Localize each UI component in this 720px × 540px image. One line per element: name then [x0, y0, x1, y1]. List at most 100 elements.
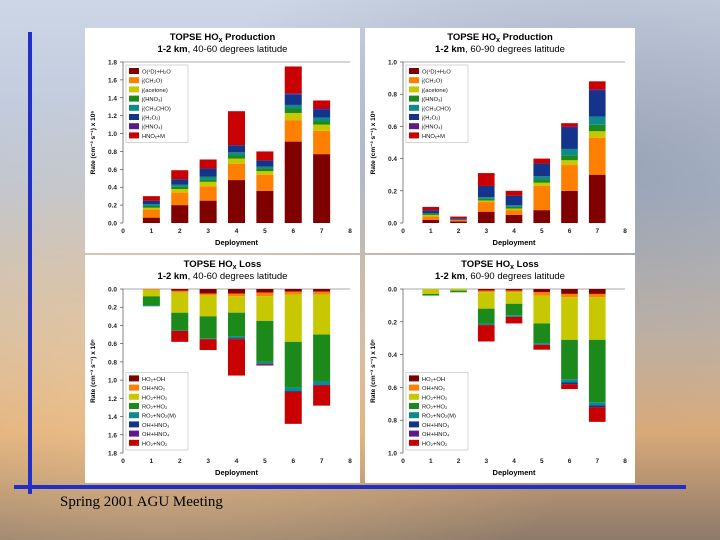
bar-segment-H2O2-deployment-2	[450, 218, 467, 220]
legend-swatch	[129, 403, 139, 409]
y-tick-label: 0.8	[108, 359, 117, 366]
bar-segment-acetone-deployment-6	[284, 112, 302, 121]
chart-title: TOPSE HOx Loss	[184, 259, 262, 271]
legend-swatch	[409, 68, 419, 74]
footer-caption: Spring 2001 AGU Meeting	[60, 494, 223, 510]
y-tick-label: 1.4	[108, 414, 117, 421]
legend-swatch	[409, 86, 419, 93]
bar-segment-H2O2-deployment-6	[284, 391, 302, 392]
bar-segment-H2O2-deployment-7	[588, 405, 606, 408]
bar-segment-CH2O-deployment-3	[199, 186, 217, 201]
bar-segment-CH3CHO-deployment-6	[561, 379, 578, 383]
bar-segment-HNO3_PAN-deployment-4	[505, 206, 523, 209]
chart-panel-loss-40-60: TOPSE HOx Loss 1-2 km, 40-60 degrees lati…	[85, 255, 360, 483]
bar-segment-HNO3_PAN-deployment-1	[422, 293, 440, 296]
bar-segment-H2O2-deployment-1	[422, 210, 440, 214]
x-tick-label: 8	[623, 458, 627, 465]
legend-label: j(HNO₄)	[141, 125, 162, 131]
bar-segment-HNOx-deployment-5	[533, 344, 551, 350]
bar-segment-acetone-deployment-1	[422, 289, 440, 294]
legend-label: HO₂+HO₂	[142, 395, 167, 401]
bar-segment-H2O2-deployment-6	[284, 94, 302, 105]
y-axis-label: Rate (cm⁻³ s⁻¹) x 10⁶	[90, 111, 97, 175]
legend-swatch	[409, 375, 419, 382]
x-tick-label: 8	[348, 458, 352, 465]
x-tick-label: 0	[401, 458, 405, 465]
y-tick-label: 0.6	[388, 124, 397, 131]
bar-segment-O1D-deployment-2	[171, 205, 189, 223]
legend-swatch	[409, 123, 419, 130]
bar-segment-HNOx-deployment-4	[505, 190, 523, 196]
legend-box	[125, 64, 189, 143]
y-tick-label: 0.2	[388, 188, 397, 195]
bar-segment-HNOx-deployment-1	[142, 196, 160, 201]
bar-segment-HNO3_PAN-deployment-3	[199, 316, 217, 339]
bar-segment-CH2O-deployment-3	[477, 202, 495, 212]
bar-segment-acetone-deployment-3	[477, 200, 495, 203]
bar-segment-CH2O-deployment-6	[561, 293, 578, 298]
bar-segment-CH2O-deployment-4	[227, 163, 246, 181]
chart-panel-prod-60-90: TOPSE HOx Production 1-2 km, 60-90 degree…	[365, 28, 635, 253]
y-tick-label: 0.8	[108, 149, 117, 156]
bar-segment-CH2O-deployment-6	[284, 291, 302, 295]
chart-title: TOPSE HOx Production	[170, 32, 276, 44]
legend-swatch	[409, 403, 419, 409]
bar-segment-CH3CHO-deployment-5	[533, 343, 551, 345]
legend-label: j(acetone)	[141, 88, 168, 94]
legend-label: O(¹D)+H₂O	[142, 70, 171, 76]
bar-segment-CH3CHO-deployment-7	[588, 116, 606, 125]
legend-swatch	[409, 421, 419, 428]
legend-swatch	[409, 430, 419, 437]
x-axis-label: Deployment	[493, 238, 536, 247]
y-axis-label: Rate (cm⁻³ s⁻¹) x 10⁶	[370, 339, 377, 403]
bar-segment-HNO3_PAN-deployment-3	[477, 308, 495, 324]
chart-panel-prod-40-60: TOPSE HOx Production 1-2 km, 40-60 degree…	[85, 28, 360, 253]
bar-segment-CH3CHO-deployment-4	[505, 205, 523, 207]
x-tick-label: 4	[512, 228, 516, 235]
bar-segment-HNO3_PAN-deployment-6	[284, 341, 302, 388]
bar-segment-CH3CHO-deployment-6	[284, 104, 302, 109]
legend-swatch	[129, 95, 139, 102]
bar-segment-O1D-deployment-5	[256, 190, 274, 223]
bar-segment-CH2O-deployment-4	[505, 290, 523, 293]
y-tick-label: 0.4	[388, 352, 397, 359]
y-tick-label: 0.0	[108, 287, 117, 294]
bar-segment-CH2O-deployment-7	[588, 293, 606, 298]
accent-vertical-line	[28, 32, 32, 494]
y-tick-label: 0.0	[108, 221, 117, 228]
x-axis-label: Deployment	[215, 238, 258, 247]
bar-segment-CH2O-deployment-3	[199, 293, 217, 296]
legend-label: O(¹D)+H₂O	[422, 70, 451, 76]
legend-box	[125, 372, 189, 451]
x-tick-label: 1	[429, 228, 433, 235]
bar-segment-HNOx-deployment-6	[284, 66, 302, 94]
y-tick-label: 0.8	[388, 92, 397, 99]
bar-segment-acetone-deployment-3	[477, 292, 495, 309]
bar-segment-acetone-deployment-4	[227, 158, 246, 164]
bar-segment-acetone-deployment-5	[533, 295, 551, 324]
bar-segment-HNOx-deployment-7	[588, 81, 606, 90]
bar-segment-H2O2-deployment-2	[171, 179, 189, 185]
legend-swatch	[129, 123, 139, 130]
x-tick-label: 6	[291, 458, 295, 465]
legend-swatch	[409, 384, 419, 391]
legend-swatch	[409, 132, 419, 139]
bar-segment-HNO3_PAN-deployment-1	[142, 206, 160, 208]
chart-title: TOPSE HOx Loss	[461, 259, 539, 271]
bar-segment-H2O2-deployment-6	[561, 128, 578, 149]
bar-segment-H2O2-deployment-4	[505, 195, 523, 206]
y-tick-label: 1.6	[108, 432, 117, 439]
legend-swatch	[409, 104, 419, 111]
legend-swatch	[409, 393, 419, 400]
bar-segment-O1D-deployment-2	[450, 221, 467, 223]
bar-segment-O1D-deployment-3	[477, 289, 495, 291]
bar-segment-acetone-deployment-1	[422, 214, 440, 217]
legend-label: j(CH₂O)	[141, 79, 162, 85]
bar-segment-CH3CHO-deployment-1	[142, 305, 160, 307]
bar-segment-CH3CHO-deployment-3	[199, 338, 217, 340]
bar-segment-O1D-deployment-3	[199, 289, 217, 294]
x-tick-label: 3	[484, 458, 488, 465]
bar-segment-CH2O-deployment-1	[142, 289, 160, 290]
